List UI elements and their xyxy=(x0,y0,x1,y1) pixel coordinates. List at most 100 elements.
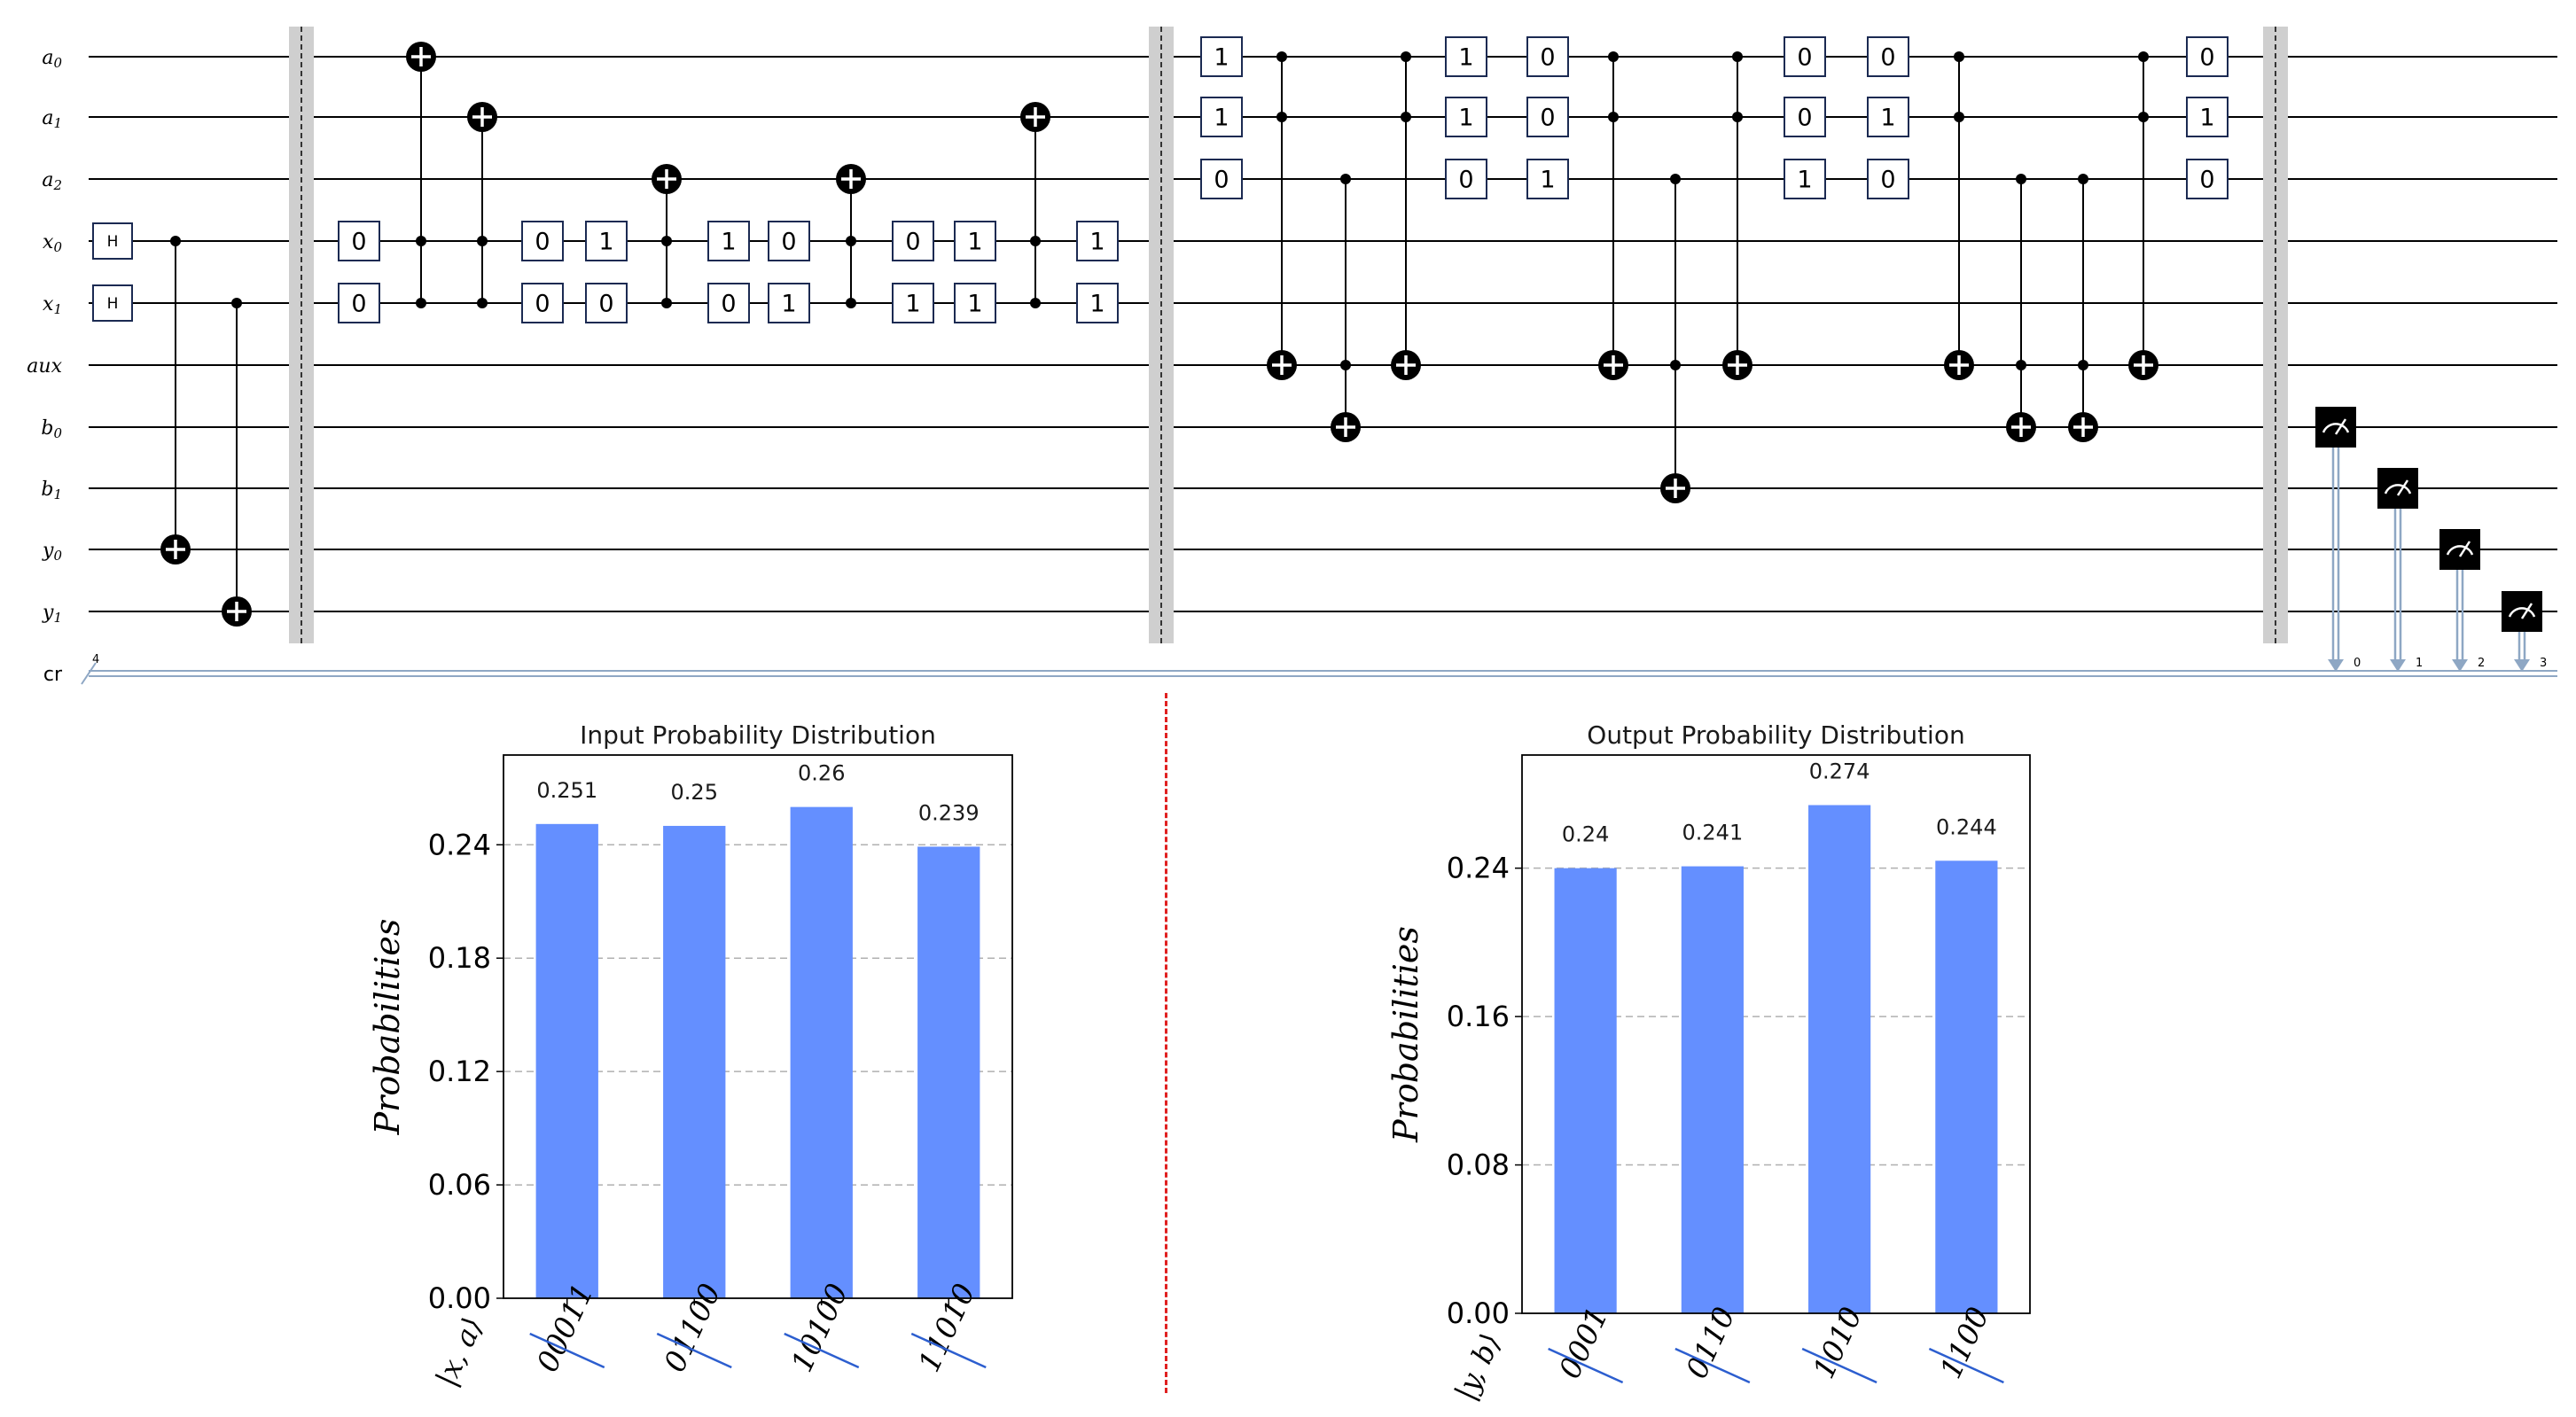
control-dot xyxy=(416,236,426,246)
bar-value-label: 0.24 xyxy=(1562,822,1609,847)
y-tick-label: 0.08 xyxy=(1447,1148,1510,1182)
bit-flag-0 xyxy=(585,283,628,323)
control-dot xyxy=(661,236,672,246)
x-tick-label: 00011 xyxy=(529,1278,600,1377)
bar xyxy=(535,823,598,1298)
bit-flag-0 xyxy=(1526,97,1569,137)
bit-flag-0 xyxy=(521,221,564,261)
bar-value-label: 0.26 xyxy=(798,761,845,786)
bit-flag-0-label: 0 xyxy=(351,291,366,318)
bit-flag-1 xyxy=(1784,159,1826,199)
hadamard-gate xyxy=(92,284,133,322)
bit-flag-1-label: 1 xyxy=(2199,105,2214,132)
control-dot xyxy=(2138,51,2149,62)
bit-flag-1-label: 1 xyxy=(1458,44,1473,72)
y-tick-label: 0.18 xyxy=(428,941,491,975)
x-axis-label: |y, b⟩ xyxy=(1448,1328,1507,1405)
measure-icon-arc xyxy=(2384,484,2412,494)
control-dot xyxy=(1670,174,1681,184)
classical-bit-index: 1 xyxy=(2416,657,2423,670)
control-dot xyxy=(1608,51,1619,62)
y-tick-label: 0.24 xyxy=(428,828,491,861)
bit-flag-1 xyxy=(954,283,996,323)
measure-arrow xyxy=(2328,659,2344,672)
bit-flag-0 xyxy=(521,283,564,323)
bit-flag-1 xyxy=(1526,159,1569,199)
control-dot xyxy=(2016,360,2026,370)
bit-flag-1-label: 1 xyxy=(1880,105,1895,132)
category-strike xyxy=(529,1332,605,1369)
bit-flag-0-label: 0 xyxy=(535,291,550,318)
bit-flag-1 xyxy=(585,221,628,261)
bar-value-label: 0.251 xyxy=(536,778,597,803)
category-strike xyxy=(784,1332,860,1369)
bit-flag-1 xyxy=(1445,36,1487,77)
measure-icon xyxy=(2315,407,2356,448)
bit-flag-1-label: 1 xyxy=(1214,105,1229,132)
y-tick-label: 0.16 xyxy=(1447,1000,1510,1033)
bar xyxy=(663,825,726,1298)
category-strike xyxy=(1801,1347,1877,1384)
bit-flag-0-label: 0 xyxy=(721,291,736,318)
control-dot xyxy=(231,298,242,308)
plot-frame xyxy=(503,754,1013,1299)
bar-value-label: 0.25 xyxy=(671,780,718,805)
bit-flag-0 xyxy=(1784,36,1826,77)
bit-flag-1-label: 1 xyxy=(967,229,982,256)
control-dot xyxy=(2016,174,2026,184)
bit-flag-1-label: 1 xyxy=(967,291,982,318)
bit-flag-0-label: 0 xyxy=(1880,44,1895,72)
control-dot xyxy=(477,236,488,246)
control-dot xyxy=(846,236,856,246)
x-tick-label-group: 0110 xyxy=(1679,1302,1742,1384)
bit-flag-0-label: 0 xyxy=(1540,105,1555,132)
bit-flag-1-label: 1 xyxy=(721,229,736,256)
bit-flag-1-label: 1 xyxy=(781,291,796,318)
measure-icon-needle xyxy=(2458,541,2471,557)
control-dot xyxy=(1732,112,1743,122)
bar xyxy=(1554,868,1617,1313)
control-dot xyxy=(477,298,488,308)
measure-icon xyxy=(2439,529,2480,570)
bit-flag-0 xyxy=(2186,159,2229,199)
bit-flag-0 xyxy=(1445,159,1487,199)
measure-arrow xyxy=(2514,659,2530,672)
category-strike xyxy=(1928,1347,2004,1384)
y-tick-label: 0.06 xyxy=(428,1168,491,1202)
measure-arrow xyxy=(2452,659,2468,672)
control-dot xyxy=(416,298,426,308)
hadamard-gate-label: H xyxy=(107,233,119,251)
qubit-label-a1: a1 xyxy=(42,107,62,131)
bar-value-label: 0.244 xyxy=(1936,814,1997,839)
y-tick-label: 0.12 xyxy=(428,1055,491,1088)
bit-flag-1 xyxy=(1867,97,1909,137)
control-dot xyxy=(1340,174,1351,184)
classical-bit-index: 0 xyxy=(2354,657,2361,670)
classical-bit-index: 2 xyxy=(2478,657,2485,670)
bit-flag-0 xyxy=(1200,159,1243,199)
bit-flag-0-label: 0 xyxy=(781,229,796,256)
control-dot xyxy=(2138,112,2149,122)
bit-flag-1 xyxy=(1076,283,1119,323)
control-dot xyxy=(1030,298,1041,308)
hadamard-gate-label: H xyxy=(107,295,119,313)
bit-flag-0-label: 0 xyxy=(598,291,613,318)
classical-register-width: 4 xyxy=(92,653,99,666)
bit-flag-0-label: 0 xyxy=(1797,105,1812,132)
x-tick-label-group: 1010 xyxy=(1806,1302,1869,1384)
control-dot xyxy=(1401,112,1411,122)
bit-flag-1 xyxy=(1445,97,1487,137)
control-dot xyxy=(1954,112,1964,122)
bit-flag-1-label: 1 xyxy=(1540,167,1555,194)
measure-icon-needle xyxy=(2396,479,2409,496)
control-dot xyxy=(2078,360,2088,370)
category-strike xyxy=(656,1332,732,1369)
y-tick-label: 0.24 xyxy=(1447,852,1510,885)
bit-flag-0-label: 0 xyxy=(1797,44,1812,72)
bit-flag-1 xyxy=(954,221,996,261)
x-tick-label: 10100 xyxy=(784,1278,855,1377)
bit-flag-1-label: 1 xyxy=(1458,105,1473,132)
bit-flag-0 xyxy=(1784,97,1826,137)
measure-icon-arc xyxy=(2446,545,2474,556)
control-dot xyxy=(170,236,181,246)
